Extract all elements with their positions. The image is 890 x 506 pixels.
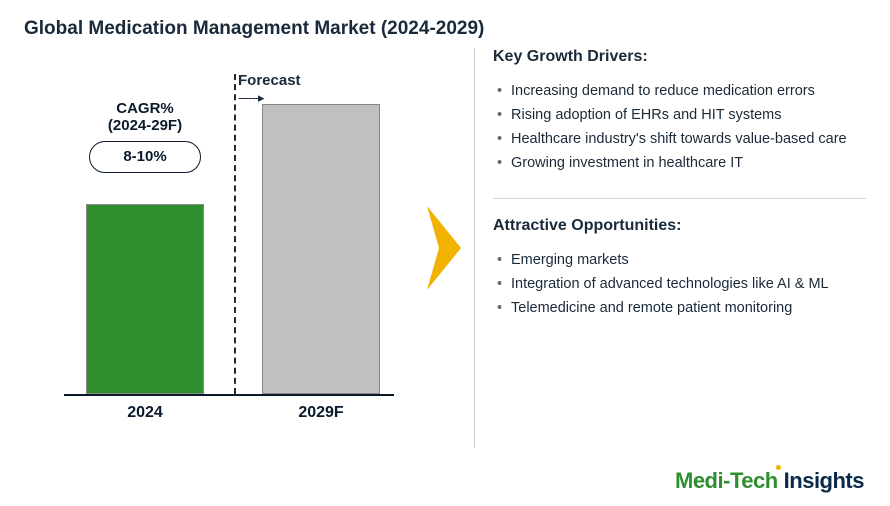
bar-2024 — [86, 204, 204, 394]
main-row: Forecast ------▸ CAGR% (2024-29F) 8-10% … — [24, 48, 866, 448]
right-panel: Key Growth Drivers: Increasing demand to… — [474, 48, 866, 448]
x-category-0: 2024 — [86, 404, 204, 422]
x-category-1: 2029F — [262, 404, 380, 422]
brand-logo: Medi-Tech Insights — [675, 468, 864, 494]
drivers-item-1: Rising adoption of EHRs and HIT systems — [493, 104, 866, 128]
drivers-item-2: Healthcare industry's shift towards valu… — [493, 128, 866, 152]
cagr-label-line1: CAGR% — [86, 100, 204, 117]
drivers-heading: Key Growth Drivers: — [493, 48, 866, 66]
bar-2029f — [262, 104, 380, 394]
panel-divider — [493, 198, 866, 199]
cagr-label-line2: (2024-29F) — [86, 117, 204, 134]
separator-arrow-wrap — [414, 48, 474, 448]
forecast-arrow-icon: ------▸ — [238, 90, 264, 106]
drivers-item-0: Increasing demand to reduce medication e… — [493, 80, 866, 104]
logo-part2: Insights — [784, 468, 864, 494]
chart-area: Forecast ------▸ CAGR% (2024-29F) 8-10% … — [24, 48, 414, 428]
opportunities-heading: Attractive Opportunities: — [493, 217, 866, 235]
cagr-value-pill: 8-10% — [89, 141, 201, 173]
cagr-block: CAGR% (2024-29F) 8-10% — [86, 100, 204, 173]
opportunities-list: Emerging marketsIntegration of advanced … — [493, 249, 866, 321]
chart-baseline — [64, 394, 394, 396]
opportunities-item-1: Integration of advanced technologies lik… — [493, 273, 866, 297]
opportunities-item-2: Telemedicine and remote patient monitori… — [493, 297, 866, 321]
logo-part1: Medi-Tech — [675, 468, 778, 494]
forecast-label: Forecast — [238, 72, 301, 89]
opportunities-item-0: Emerging markets — [493, 249, 866, 273]
drivers-list: Increasing demand to reduce medication e… — [493, 80, 866, 176]
page-title: Global Medication Management Market (202… — [24, 18, 866, 40]
drivers-item-3: Growing investment in healthcare IT — [493, 152, 866, 176]
forecast-divider — [234, 74, 236, 394]
chevron-right-icon — [427, 206, 461, 290]
